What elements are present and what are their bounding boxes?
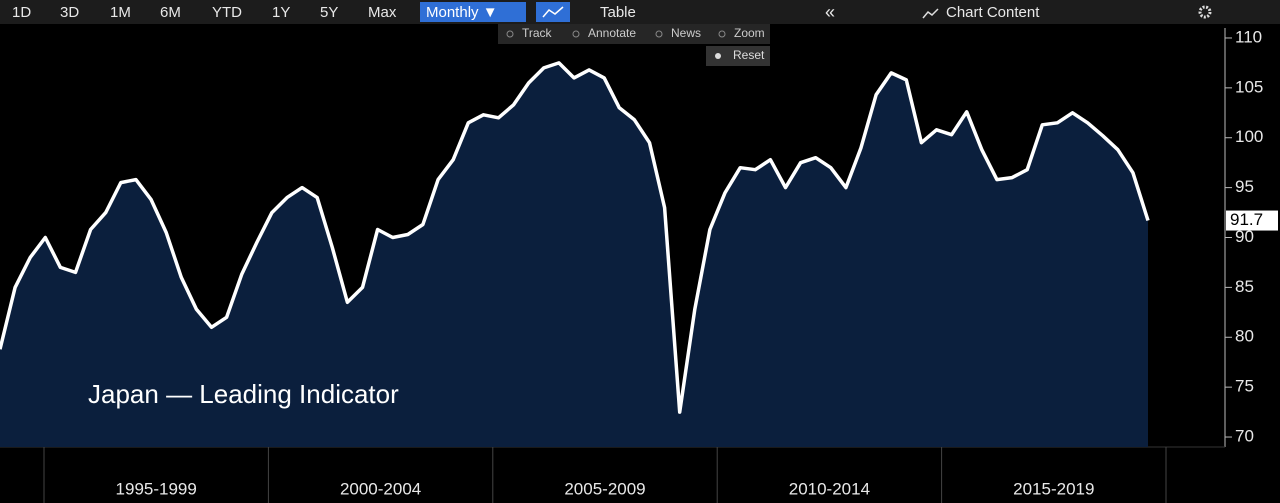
x-band-label: 2005-2009 <box>564 479 645 498</box>
chart-tool[interactable]: News <box>671 26 701 40</box>
collapse-button[interactable]: « <box>825 2 835 22</box>
range-button[interactable]: Max <box>368 4 397 21</box>
y-tick-label: 80 <box>1235 327 1254 346</box>
toolbar <box>0 0 1280 24</box>
chart-content-icon <box>922 8 939 19</box>
chart-tool[interactable]: Track <box>522 26 553 40</box>
y-tick-label: 85 <box>1235 277 1254 296</box>
chart-tool[interactable]: Annotate <box>588 26 636 40</box>
y-tick-label: 70 <box>1235 427 1254 446</box>
range-button[interactable]: 3D <box>60 4 79 21</box>
chart-type-icon[interactable] <box>542 6 564 18</box>
range-button[interactable]: 1Y <box>272 4 290 21</box>
tool-icon <box>506 30 514 38</box>
y-tick-label: 105 <box>1235 77 1263 96</box>
chart-title: Japan — Leading Indicator <box>88 379 399 409</box>
tool-icon <box>572 30 580 38</box>
last-value-box <box>1226 210 1278 231</box>
reset-icon <box>715 53 721 59</box>
chart-tool[interactable]: Zoom <box>734 26 765 40</box>
line <box>0 61 1150 414</box>
y-tick-label: 95 <box>1235 177 1254 196</box>
tool-icon <box>655 30 663 38</box>
y-tick-label: 75 <box>1235 377 1254 396</box>
range-button[interactable]: 6M <box>160 4 181 21</box>
settings-icon[interactable] <box>1198 5 1212 19</box>
x-band-label: 2010-2014 <box>789 479 870 498</box>
range-button[interactable]: YTD <box>212 4 242 21</box>
range-button[interactable]: 1M <box>110 4 131 21</box>
range-button[interactable]: 5Y <box>320 4 338 21</box>
frequency-button-bg <box>420 2 526 22</box>
x-band-label: 2015-2019 <box>1013 479 1094 498</box>
last-value-label: 91.7 <box>1230 210 1263 229</box>
chart-tools-bar <box>498 24 770 44</box>
area <box>0 62 1148 448</box>
y-tick-label: 100 <box>1235 127 1263 146</box>
reset-label[interactable]: Reset <box>733 48 765 62</box>
chart-content-button[interactable]: Chart Content <box>946 4 1040 21</box>
reset-button[interactable] <box>706 46 770 66</box>
x-band-label: 2000-2004 <box>340 479 421 498</box>
x-band-label: 1995-1999 <box>116 479 197 498</box>
y-tick-label: 90 <box>1235 227 1254 246</box>
table-button[interactable]: Table <box>600 4 636 21</box>
range-button[interactable]: 1D <box>12 4 31 21</box>
y-tick-label: 110 <box>1235 27 1262 46</box>
tool-icon <box>718 30 726 38</box>
frequency-button[interactable]: Monthly ▼ <box>426 4 498 21</box>
